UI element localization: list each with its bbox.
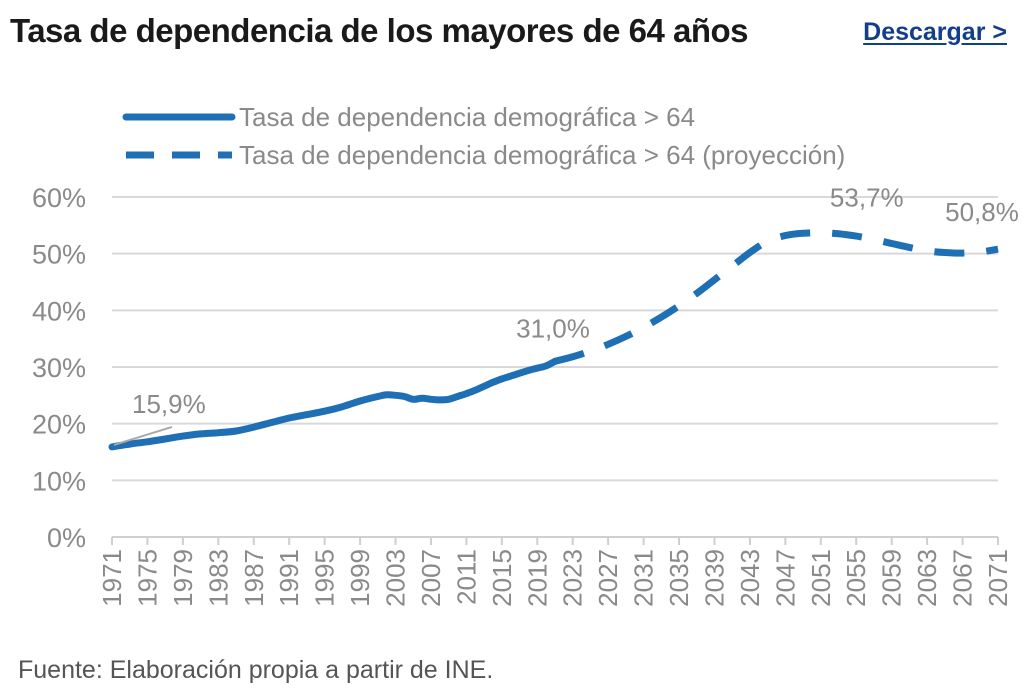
- y-tick-label: 40%: [32, 296, 86, 326]
- y-tick-label: 30%: [32, 353, 86, 383]
- x-tick-label: 2059: [877, 549, 907, 607]
- x-tick-label: 2007: [416, 549, 446, 607]
- grid-lines: [112, 196, 998, 538]
- series-line-projection: [554, 229, 999, 365]
- label-leader-line: [113, 425, 173, 446]
- data-label: 15,9%: [132, 389, 206, 419]
- x-tick-label: 2035: [664, 549, 694, 607]
- series-group: [108, 229, 999, 451]
- x-tick-label: 2039: [699, 549, 729, 607]
- x-tick-label: 2063: [912, 549, 942, 607]
- data-labels: 15,9% 31,0% 53,7% 50,8%: [113, 183, 1019, 446]
- y-tick-label: 20%: [32, 410, 86, 440]
- x-tick-label: 2027: [593, 549, 623, 607]
- y-tick-label: 0%: [47, 523, 86, 553]
- x-tick-label: 1971: [97, 549, 127, 607]
- source-note: Fuente: Elaboración propia a partir de I…: [18, 656, 494, 684]
- data-label: 31,0%: [516, 313, 590, 343]
- x-tick-label: 1975: [132, 549, 162, 607]
- x-tick-label: 1987: [239, 549, 269, 607]
- y-tick-label: 10%: [32, 466, 86, 496]
- legend-label-dashed: Tasa de dependencia demográfica > 64 (pr…: [239, 140, 845, 170]
- x-tick-label: 2047: [770, 549, 800, 607]
- x-tick-label: 2011: [451, 549, 481, 605]
- x-tick-label: 2071: [983, 549, 1013, 607]
- series-line-historical: [108, 357, 559, 451]
- x-tick-label: 2051: [806, 549, 836, 607]
- x-tick-label: 2055: [841, 549, 871, 607]
- x-tick-label: 2003: [381, 549, 411, 607]
- x-tick-label: 2067: [948, 549, 978, 607]
- x-tick-label: 2023: [558, 549, 588, 607]
- x-tick-label: 1979: [168, 549, 198, 607]
- legend-label-solid: Tasa de dependencia demográfica > 64: [239, 102, 695, 132]
- legend: Tasa de dependencia demográfica > 64 Tas…: [122, 102, 845, 170]
- chart-title: Tasa de dependencia de los mayores de 64…: [10, 12, 749, 49]
- x-tick-label: 2019: [522, 549, 552, 607]
- data-label: 50,8%: [945, 197, 1019, 227]
- x-tick-label: 1991: [274, 549, 304, 607]
- x-tick-label: 1983: [203, 549, 233, 607]
- y-tick-label: 50%: [32, 240, 86, 270]
- y-tick-label: 60%: [32, 183, 86, 213]
- x-tick-label: 1999: [345, 549, 375, 607]
- x-tick-label: 2043: [735, 549, 765, 607]
- y-axis: 0% 10% 20% 30% 40% 50% 60%: [32, 183, 86, 553]
- download-link[interactable]: Descargar >: [863, 18, 1007, 46]
- x-tick-label: 2015: [487, 549, 517, 607]
- x-axis: 1971 1975 1979 1983 1987 1991 1995 1999 2003 2007…: [97, 537, 1013, 607]
- x-tick-label: 1995: [310, 549, 340, 607]
- data-label: 53,7%: [830, 183, 904, 213]
- x-tick-label: 2031: [629, 549, 659, 607]
